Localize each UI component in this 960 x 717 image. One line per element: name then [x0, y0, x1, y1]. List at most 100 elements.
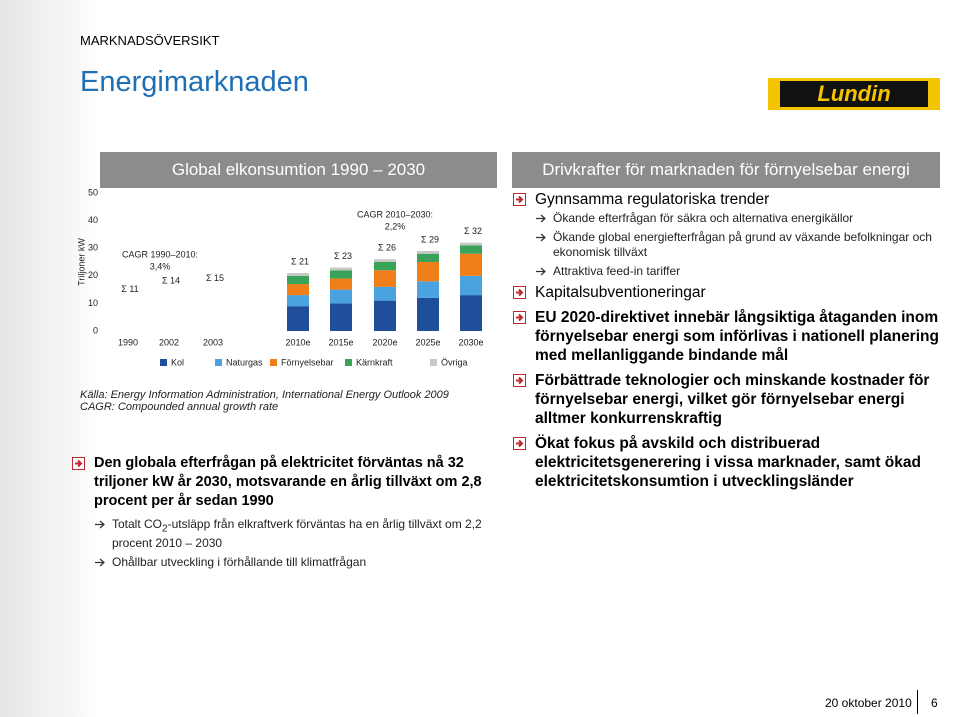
x-tick-label: 2020e — [372, 337, 397, 347]
bar-segment — [330, 289, 352, 304]
sub-arrow — [536, 233, 546, 242]
source-line: Källa: Energy Information Administration… — [80, 389, 449, 401]
chart: Triljoner kW 0 10 20 30 40 50 1990 Σ 11 2002 Σ 14 2… — [76, 187, 483, 367]
bar-segment — [287, 284, 309, 296]
sub-bullet-text: Ohållbar utveckling i förhållande till k… — [112, 555, 367, 570]
y-axis-label: Triljoner kW — [76, 238, 86, 286]
sub-bullet-text: Ökande efterfrågan för säkra och alterna… — [553, 211, 854, 225]
bar-segment — [460, 245, 482, 254]
section-label: MARKNADSÖVERSIKT — [80, 33, 220, 48]
bullet-arrow — [516, 195, 524, 204]
total-label: Σ 14 — [162, 276, 180, 286]
bar-segment — [374, 270, 396, 287]
sub-bullet-icon — [536, 267, 546, 276]
bar-segment — [417, 262, 439, 282]
left-list: Den globala efterfrågan på elektricitet … — [72, 454, 497, 574]
bar-segment — [330, 303, 352, 331]
bullet-item: Kapitalsubventioneringar — [513, 283, 940, 302]
bullet-icon — [513, 311, 526, 324]
bar-segment — [287, 306, 309, 331]
chart-title: Global elkonsumtion 1990 – 2030 — [100, 152, 497, 188]
bullet-arrow — [516, 288, 524, 297]
bar-segment — [330, 270, 352, 279]
bullet-arrow — [516, 376, 524, 385]
bullet-icon — [513, 193, 526, 206]
legend-label: Kärnkraft — [356, 357, 393, 367]
annotation: 3,4% — [150, 261, 171, 271]
bar-segment — [460, 242, 482, 246]
bar-segment — [330, 267, 352, 271]
bar-segment — [374, 300, 396, 331]
x-tick-label: 1990 — [118, 337, 138, 347]
bullet-item: Förbättrade teknologier och minskande ko… — [513, 371, 940, 428]
y-tick-label: 50 — [88, 187, 98, 197]
total-label: Σ 21 — [291, 256, 309, 266]
legend-label: Övriga — [441, 357, 468, 367]
legend-swatch — [430, 359, 437, 366]
sub-arrow — [95, 558, 105, 567]
bar-segment — [287, 273, 309, 276]
total-label: Σ 26 — [378, 243, 396, 253]
right-list: Gynnsamma regulatoriska trender Ökande ef… — [513, 190, 940, 494]
bar-segment — [460, 295, 482, 331]
total-label: Σ 29 — [421, 234, 439, 244]
sub-bullet: Totalt CO2-utsläpp från elkraftverk förv… — [72, 517, 497, 551]
bar-segment — [460, 253, 482, 276]
bar-segment — [374, 259, 396, 262]
legend-label: Förnyelsebar — [281, 357, 334, 367]
y-tick-label: 30 — [88, 243, 98, 253]
bar-segment — [374, 286, 396, 301]
source-line: CAGR: Compounded annual growth rate — [80, 401, 279, 413]
bar-segment — [417, 297, 439, 331]
bullet-item: Den globala efterfrågan på elektricitet … — [72, 454, 497, 511]
legend-swatch — [215, 359, 222, 366]
y-tick-label: 0 — [93, 325, 98, 335]
sub-bullet: Ökande global energiefterfrågan på grund… — [513, 230, 940, 260]
legend-label: Kol — [171, 357, 184, 367]
x-tick-label: 2030e — [458, 337, 483, 347]
sub-arrow — [536, 214, 546, 223]
bar-segment — [417, 253, 439, 262]
bullet-text: Förbättrade teknologier och minskande ko… — [535, 372, 930, 427]
legend-label: Naturgas — [226, 357, 263, 367]
x-tick-label: 2002 — [159, 337, 179, 347]
bar-segment — [374, 262, 396, 271]
source: Källa: Energy Information Administration… — [80, 389, 449, 413]
bar-segment — [417, 250, 439, 254]
sub-bullet-text: Attraktiva feed-in tariffer — [553, 264, 681, 278]
sub-bullet-icon — [536, 233, 546, 242]
page-number: 6 — [931, 696, 938, 710]
bullet-icon — [513, 286, 526, 299]
bullet-icon — [513, 374, 526, 387]
sub-bullet: Attraktiva feed-in tariffer — [513, 264, 940, 279]
sub-bullet-text: Ökande global energiefterfrågan på grund… — [553, 230, 932, 259]
sub-bullet-text: -utsläpp från elkraftverk förväntas ha e… — [112, 517, 482, 551]
bullet-text: Kapitalsubventioneringar — [535, 284, 706, 301]
footer-date: 20 oktober 2010 — [825, 696, 912, 710]
x-tick-label: 2015e — [328, 337, 353, 347]
legend-swatch — [160, 359, 167, 366]
bullet-arrow — [75, 459, 83, 468]
sub-bullet-icon — [95, 520, 105, 529]
sub-bullet-text: 2 — [162, 523, 168, 535]
sub-bullet-icon — [536, 214, 546, 223]
legend-swatch — [270, 359, 277, 366]
bullet-text: Ökat fokus på avskild och distribuerad e… — [535, 435, 921, 490]
bar-segment — [287, 275, 309, 285]
y-tick-label: 10 — [88, 298, 98, 308]
logo: Lundin — [768, 78, 940, 110]
y-tick-label: 20 — [88, 270, 98, 280]
bullet-item: Ökat fokus på avskild och distribuerad e… — [513, 434, 940, 491]
y-tick-label: 40 — [88, 215, 98, 225]
legend-swatch — [345, 359, 352, 366]
annotation: CAGR 2010–2030: — [357, 209, 433, 219]
total-label: Σ 15 — [206, 273, 224, 283]
total-label: Σ 11 — [121, 284, 138, 294]
bar-segment — [417, 281, 439, 298]
panel-title: Drivkrafter för marknaden för förnyelseb… — [512, 152, 940, 188]
bar-segment — [460, 275, 482, 296]
slide-title: Energimarknaden — [80, 66, 309, 98]
annotation: 2,2% — [385, 221, 406, 231]
bullet-arrow — [516, 439, 524, 448]
